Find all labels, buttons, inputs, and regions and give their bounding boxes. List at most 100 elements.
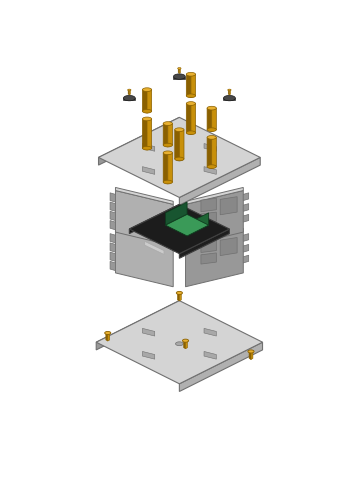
Polygon shape <box>145 242 164 255</box>
Polygon shape <box>201 239 216 253</box>
Polygon shape <box>110 202 116 212</box>
Polygon shape <box>230 90 231 95</box>
Polygon shape <box>110 193 116 202</box>
Ellipse shape <box>176 291 182 294</box>
Polygon shape <box>166 202 187 225</box>
Ellipse shape <box>207 136 216 139</box>
Polygon shape <box>116 191 173 246</box>
Polygon shape <box>179 157 260 205</box>
Polygon shape <box>110 252 116 261</box>
Polygon shape <box>243 214 248 222</box>
Polygon shape <box>243 255 248 263</box>
Polygon shape <box>177 293 179 301</box>
Polygon shape <box>204 166 216 174</box>
Polygon shape <box>166 214 209 236</box>
Polygon shape <box>163 153 168 184</box>
Polygon shape <box>147 90 152 113</box>
Polygon shape <box>184 341 186 349</box>
Polygon shape <box>212 108 216 132</box>
Polygon shape <box>96 301 179 350</box>
Ellipse shape <box>142 146 152 150</box>
Ellipse shape <box>186 73 196 76</box>
Ellipse shape <box>174 74 185 79</box>
Ellipse shape <box>186 102 196 106</box>
Ellipse shape <box>176 157 183 161</box>
Polygon shape <box>142 90 147 113</box>
Polygon shape <box>179 293 181 301</box>
Polygon shape <box>142 166 155 174</box>
Polygon shape <box>207 137 212 168</box>
Polygon shape <box>110 221 116 230</box>
Ellipse shape <box>128 89 131 91</box>
Ellipse shape <box>163 121 173 125</box>
Polygon shape <box>187 213 209 236</box>
Ellipse shape <box>142 109 152 113</box>
Polygon shape <box>142 328 155 336</box>
Ellipse shape <box>163 143 173 147</box>
Ellipse shape <box>207 165 216 168</box>
Polygon shape <box>174 76 185 79</box>
Polygon shape <box>96 301 262 384</box>
Polygon shape <box>108 333 110 341</box>
Polygon shape <box>99 117 260 197</box>
Ellipse shape <box>142 88 152 91</box>
Polygon shape <box>204 328 216 336</box>
Polygon shape <box>224 98 235 101</box>
Polygon shape <box>201 212 216 223</box>
Polygon shape <box>147 119 152 150</box>
Polygon shape <box>243 234 248 242</box>
Polygon shape <box>243 204 248 212</box>
Ellipse shape <box>207 106 216 110</box>
Polygon shape <box>142 119 147 150</box>
Polygon shape <box>168 123 173 147</box>
Polygon shape <box>129 204 230 254</box>
Polygon shape <box>128 90 129 95</box>
Ellipse shape <box>175 128 184 132</box>
Polygon shape <box>178 68 179 74</box>
Ellipse shape <box>176 342 183 346</box>
Polygon shape <box>186 104 191 135</box>
Polygon shape <box>175 130 179 161</box>
Polygon shape <box>186 187 243 204</box>
Ellipse shape <box>228 89 231 91</box>
Polygon shape <box>179 342 262 392</box>
Polygon shape <box>110 212 116 221</box>
Polygon shape <box>207 108 212 132</box>
Polygon shape <box>186 228 243 245</box>
Polygon shape <box>204 144 216 151</box>
Polygon shape <box>129 204 179 234</box>
Polygon shape <box>186 74 191 98</box>
Polygon shape <box>201 253 216 264</box>
Ellipse shape <box>124 95 135 101</box>
Polygon shape <box>106 333 108 341</box>
Ellipse shape <box>186 94 196 98</box>
Polygon shape <box>249 351 251 360</box>
Polygon shape <box>220 197 237 215</box>
Ellipse shape <box>163 151 173 154</box>
Polygon shape <box>124 98 135 101</box>
Polygon shape <box>116 228 173 245</box>
Polygon shape <box>129 90 131 95</box>
Polygon shape <box>204 351 216 359</box>
Polygon shape <box>110 243 116 252</box>
Polygon shape <box>179 130 184 161</box>
Ellipse shape <box>248 350 254 353</box>
Ellipse shape <box>105 332 111 334</box>
Polygon shape <box>179 229 230 258</box>
Polygon shape <box>220 238 237 256</box>
Polygon shape <box>110 234 116 243</box>
Polygon shape <box>251 351 253 360</box>
Polygon shape <box>168 153 173 184</box>
Polygon shape <box>212 137 216 168</box>
Polygon shape <box>116 231 173 287</box>
Polygon shape <box>110 261 116 271</box>
Polygon shape <box>243 193 248 200</box>
Ellipse shape <box>175 157 184 161</box>
Polygon shape <box>186 231 243 287</box>
Polygon shape <box>201 198 216 212</box>
Ellipse shape <box>224 95 235 101</box>
Ellipse shape <box>207 128 216 132</box>
Polygon shape <box>142 144 155 151</box>
Ellipse shape <box>142 117 152 121</box>
Polygon shape <box>191 74 196 98</box>
